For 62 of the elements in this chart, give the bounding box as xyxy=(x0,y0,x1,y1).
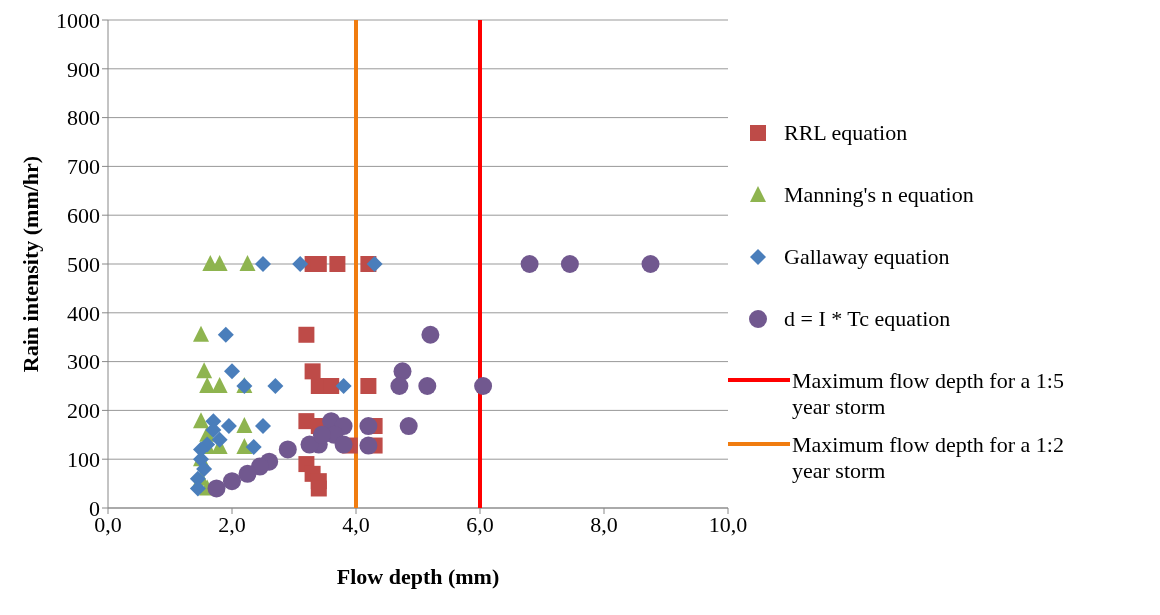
point xyxy=(641,255,660,273)
point xyxy=(304,363,321,380)
x-axis-title: Flow depth (mm) xyxy=(336,563,500,589)
y-tick-label: 800 xyxy=(67,105,100,131)
point xyxy=(292,256,309,272)
point xyxy=(193,325,209,342)
point xyxy=(298,326,315,343)
legend-label: Maximum flow depth for a 1:5 year storm xyxy=(792,368,1065,420)
point xyxy=(390,377,409,395)
point xyxy=(238,464,257,483)
legend-label: Gallaway equation xyxy=(784,244,950,270)
y-tick-label: 200 xyxy=(67,398,100,424)
point xyxy=(211,377,228,393)
y-tick-label: 300 xyxy=(67,349,100,375)
point xyxy=(310,480,327,497)
point xyxy=(334,435,353,454)
point xyxy=(255,418,271,435)
point xyxy=(421,325,440,344)
point xyxy=(236,417,253,434)
y-tick-label: 700 xyxy=(67,154,100,180)
point xyxy=(224,363,240,380)
point xyxy=(329,256,346,272)
point xyxy=(207,479,226,498)
point xyxy=(474,377,493,395)
point xyxy=(560,255,579,273)
legend-label: d = I * Tc equation xyxy=(784,306,951,332)
point xyxy=(239,255,256,271)
x-tick-label: 8,0 xyxy=(590,511,618,537)
y-tick-label: 500 xyxy=(67,251,100,277)
x-tick-label: 2,0 xyxy=(218,511,246,537)
point xyxy=(199,377,216,393)
y-tick-label: 1000 xyxy=(56,7,100,33)
point xyxy=(359,436,378,455)
x-tick-label: 4,0 xyxy=(342,511,370,537)
point xyxy=(255,256,271,272)
point xyxy=(245,439,262,455)
point xyxy=(335,378,352,394)
point xyxy=(193,412,209,429)
point xyxy=(211,431,228,448)
y-tick-label: 600 xyxy=(67,203,100,229)
legend-label: RRL equation xyxy=(784,120,908,146)
point xyxy=(196,362,213,379)
y-tick-label: 900 xyxy=(67,56,100,82)
point xyxy=(278,440,297,459)
point xyxy=(267,378,284,394)
point xyxy=(418,377,437,395)
point xyxy=(366,256,383,272)
point xyxy=(399,417,418,436)
legend-label: Maximum flow depth for a 1:2 year storm xyxy=(792,432,1065,484)
point xyxy=(217,326,234,343)
legend-label: Manning's n equation xyxy=(784,182,974,208)
x-tick-label: 6,0 xyxy=(466,511,494,537)
point xyxy=(223,472,241,491)
y-tick-label: 400 xyxy=(67,300,100,326)
point xyxy=(220,418,237,435)
y-axis-title: Rain intensity (mm/hr) xyxy=(17,155,43,373)
point xyxy=(196,460,213,477)
point xyxy=(360,378,377,394)
y-tick-label: 100 xyxy=(67,447,100,473)
point xyxy=(359,417,378,436)
point xyxy=(520,255,539,273)
x-tick-label: 10,0 xyxy=(708,511,748,537)
